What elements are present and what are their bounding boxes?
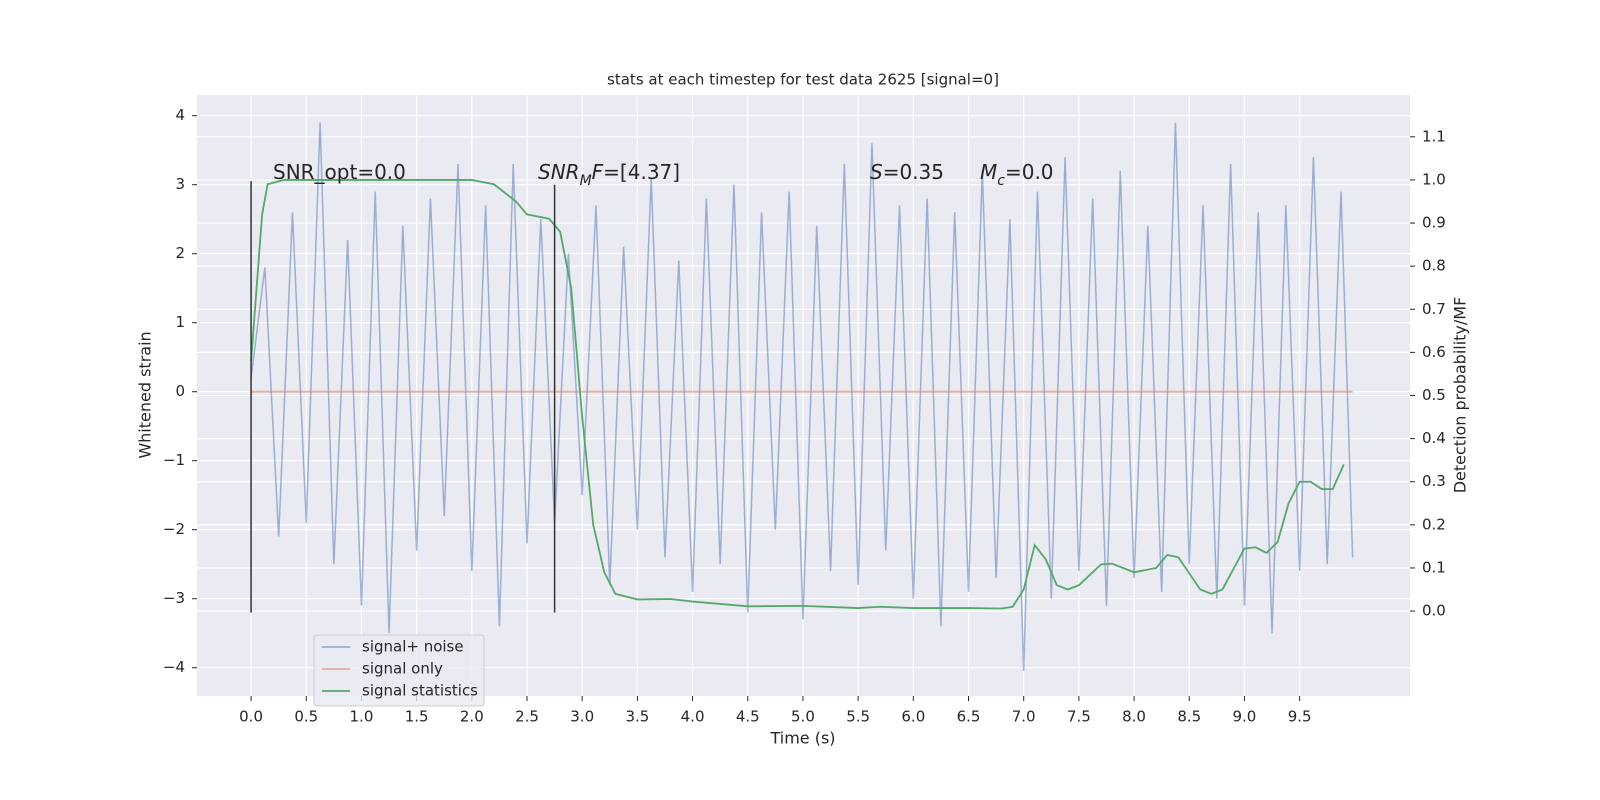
y2-tick-label: 0.9: [1422, 214, 1446, 232]
annotation: SNR_opt=0.0: [273, 160, 406, 184]
x-tick-label: 9.5: [1288, 708, 1312, 726]
annotation-part: F: [592, 160, 604, 184]
x-tick-label: 7.0: [1012, 708, 1036, 726]
y2-tick-label: 0.8: [1422, 257, 1446, 275]
annotation: S=0.35: [870, 160, 944, 184]
y2-tick-label: 0.1: [1422, 558, 1446, 576]
x-tick-label: 8.0: [1122, 708, 1146, 726]
x-axis-label: Time (s): [769, 729, 835, 748]
legend-label: signal+ noise: [362, 638, 464, 656]
y2-tick-label: 0.0: [1422, 602, 1446, 620]
series-line: [250, 122, 1354, 672]
y2-tick-label: 0.2: [1422, 515, 1446, 533]
annotation: Mc=0.0: [980, 160, 1054, 190]
y-tick-label: 4: [175, 106, 185, 124]
legend-label: signal only: [362, 660, 443, 678]
annotation-part: =0.35: [883, 160, 944, 184]
y-tick-label: 2: [175, 244, 185, 262]
x-tick-label: 8.5: [1177, 708, 1201, 726]
x-tick-label: 2.0: [460, 708, 484, 726]
x-tick-label: 6.5: [957, 708, 981, 726]
annotation-part: c: [997, 173, 1005, 189]
x-tick-label: 2.5: [515, 708, 539, 726]
x-tick-label: 0.5: [294, 708, 318, 726]
annotation-part: =[4.37]: [603, 160, 680, 184]
y2-tick-label: 0.6: [1422, 343, 1446, 361]
annotation-part: =0.0: [1005, 160, 1054, 184]
y2-axis-label: Detection probability/MF: [1451, 297, 1470, 494]
x-tick-label: 1.0: [350, 708, 374, 726]
chart-title: stats at each timestep for test data 262…: [607, 71, 999, 89]
annotation: SNRMF=[4.37]: [538, 160, 680, 190]
x-tick-label: 3.5: [625, 708, 649, 726]
legend-label: signal statistics: [362, 682, 478, 700]
y-tick-label: −4: [163, 658, 185, 676]
y2-tick-label: 1.0: [1422, 170, 1446, 188]
annotation-part: SNR: [538, 160, 580, 184]
x-tick-label: 5.5: [846, 708, 870, 726]
y-axis-label: Whitened strain: [136, 331, 155, 458]
y-tick-label: −2: [163, 520, 185, 538]
y-tick-label: 1: [175, 313, 185, 331]
annotation-part: S: [870, 160, 883, 184]
x-tick-label: 9.0: [1233, 708, 1257, 726]
y-tick-label: −1: [163, 451, 185, 469]
y2-tick-label: 0.5: [1422, 386, 1446, 404]
y-tick-label: 0: [175, 382, 185, 400]
x-tick-label: 7.5: [1067, 708, 1091, 726]
series-line: [250, 179, 1345, 610]
y2-tick-label: 0.7: [1422, 300, 1446, 318]
annotation-part: M: [980, 160, 997, 184]
legend-box: [313, 634, 485, 707]
y2-tick-label: 1.1: [1422, 127, 1446, 145]
x-tick-label: 1.5: [405, 708, 429, 726]
x-tick-label: 6.0: [901, 708, 925, 726]
x-tick-label: 4.0: [681, 708, 705, 726]
y-tick-label: 3: [175, 175, 185, 193]
annotation-part: M: [580, 173, 592, 189]
x-tick-label: 5.0: [791, 708, 815, 726]
y2-tick-label: 0.3: [1422, 472, 1446, 490]
annotation-part: SNR_opt=0.0: [273, 160, 406, 184]
y2-tick-label: 0.4: [1422, 429, 1446, 447]
x-tick-label: 4.5: [736, 708, 760, 726]
x-tick-label: 3.0: [570, 708, 594, 726]
y-tick-label: −3: [163, 589, 185, 607]
x-tick-label: 0.0: [239, 708, 263, 726]
